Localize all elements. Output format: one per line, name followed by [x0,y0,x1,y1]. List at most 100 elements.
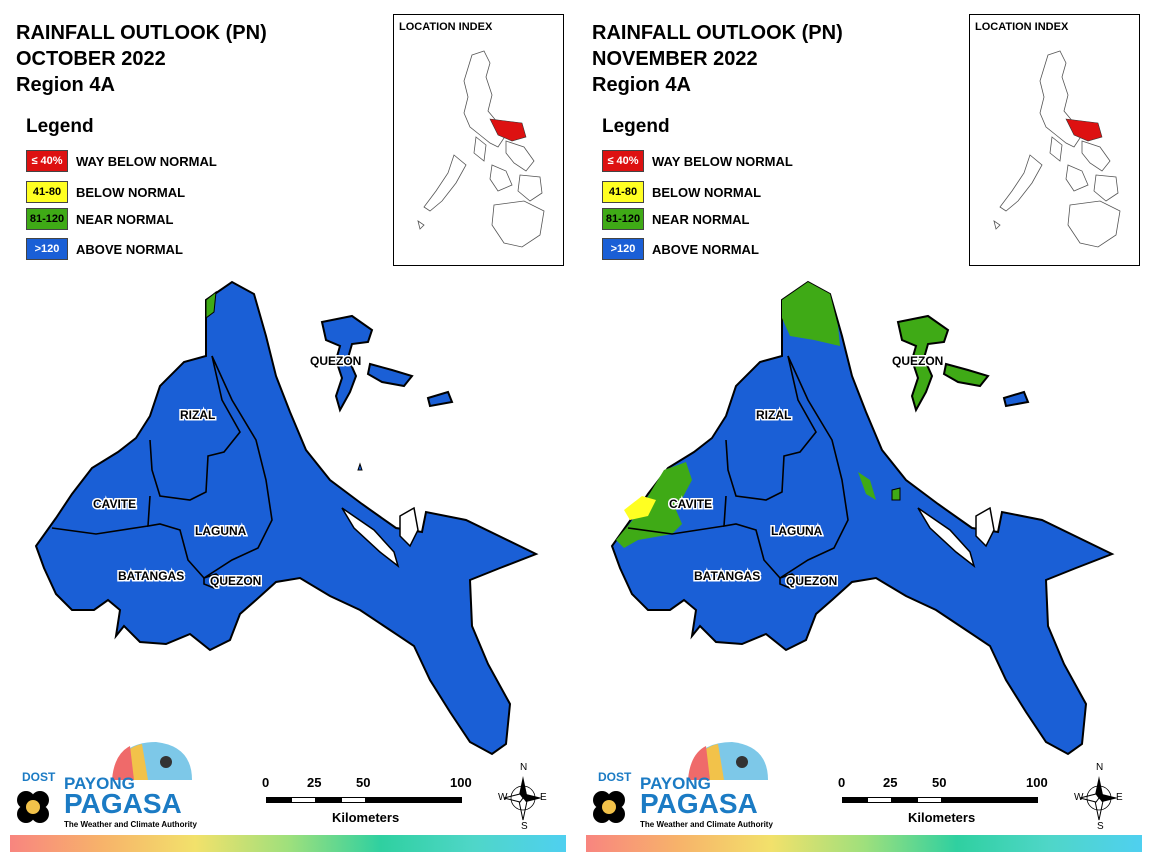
philippines-outline [417,50,545,248]
place-label-quezon: QUEZON [310,354,361,368]
near-normal-north [782,282,840,346]
umbrella-icon [593,742,768,823]
inlet [399,506,419,548]
legend-label: NEAR NORMAL [76,212,174,227]
place-label-cavite: CAVITE [669,497,712,511]
compass-e: E [540,792,547,803]
islet [942,362,990,388]
scale-segment [867,797,892,803]
compass-rose-icon: N S W E [1074,762,1124,832]
scale-tick: 100 [450,775,472,790]
compass-s: S [521,821,528,832]
scale-bar: 0 25 50 100 Kilometers [262,775,472,825]
logo-pagasa: PAGASA [640,788,758,819]
logo-pagasa: PAGASA [64,788,182,819]
scale-segment [942,797,1038,803]
place-label-batangas: BATANGAS [694,569,760,583]
logo-tagline: The Weather and Climate Authority [640,820,773,829]
islet [426,390,454,408]
compass-s: S [1097,821,1104,832]
cavite-boundary [627,525,725,535]
taal-lake [779,573,804,589]
region-4a-map: QUEZON RIZAL CAVITE LAGUNA BATANGAS QUEZ… [610,280,1115,756]
mainland-region [610,280,1115,756]
logo-dost: DOST [598,770,632,784]
place-label-rizal: RIZAL [756,408,791,422]
region-highlight [489,118,527,142]
compass-n: N [520,762,528,773]
title-line-3: Region 4A [592,74,691,96]
logo-payong: PAYONG [640,774,711,793]
compass-e: E [1116,792,1123,803]
scale-segment [842,797,867,803]
scale-segment [341,797,366,803]
inlet [341,507,400,569]
scale-tick: 25 [307,775,322,790]
rizal-boundary [725,355,817,501]
compass-rose-icon: N S W E [498,762,548,832]
color-strip [10,835,566,852]
legend-label: ABOVE NORMAL [76,242,183,257]
quezon-island [896,314,950,413]
pagasa-logo: DOST PAYONG PAGASA The Weather and Clima… [16,740,197,832]
mainland-region [34,280,539,756]
scale-segment [892,797,917,803]
region-highlight [1065,118,1103,142]
legend-title: Legend [602,116,670,137]
logo-tagline: The Weather and Climate Authority [64,820,197,829]
scale-unit: Kilometers [908,810,976,825]
panel-october: RAINFALL OUTLOOK (PN) OCTOBER 2022 Regio… [10,14,566,852]
scale-tick: 100 [1026,775,1048,790]
scale-tick: 0 [262,775,270,790]
legend-title: Legend [26,116,94,137]
place-label-batangas: BATANGAS [118,569,184,583]
place-label-quezon-south: QUEZON [786,574,837,588]
scale-unit: Kilometers [332,810,400,825]
place-label-quezon: QUEZON [892,354,943,368]
location-index-inset: LOCATION INDEX [393,14,564,266]
inlet [917,507,976,569]
title-line-1: RAINFALL OUTLOOK (PN) [16,22,267,44]
near-normal-islet [891,487,901,501]
title-line-2: NOVEMBER 2022 [592,48,758,70]
laguna-boundary [147,355,273,580]
cavite-boundary [51,525,149,535]
inlet [975,506,995,548]
scale-segment [316,797,341,803]
quezon-island [320,314,374,413]
legend-label: BELOW NORMAL [76,185,186,200]
legend-swatch: >120 [602,238,644,260]
title-line-2: OCTOBER 2022 [16,48,166,70]
logo-payong: PAYONG [64,774,135,793]
islet [357,462,363,471]
legend-swatch: >120 [26,238,68,260]
islet [1002,390,1030,408]
taal-lake [203,573,228,589]
scale-segment [366,797,462,803]
compass-n: N [1096,762,1104,773]
legend-swatch: 81-120 [26,208,68,230]
color-strip [586,835,1142,852]
location-index-inset: LOCATION INDEX [969,14,1140,266]
compass-w: W [498,792,508,803]
legend-label: NEAR NORMAL [652,212,750,227]
place-label-cavite: CAVITE [93,497,136,511]
place-label-rizal: RIZAL [180,408,215,422]
scale-segment [266,797,291,803]
islet [366,362,414,388]
map-title: RAINFALL OUTLOOK (PN) OCTOBER 2022 Regio… [16,20,267,98]
near-normal-cavite [616,462,692,548]
scale-bar: 0 25 50 100 Kilometers [838,775,1048,825]
scale-tick: 50 [356,775,371,790]
near-normal-east [858,472,876,500]
scale-tick: 25 [883,775,898,790]
legend-swatch: ≤ 40% [602,150,644,172]
scale-segment [291,797,316,803]
scale-tick: 50 [932,775,947,790]
legend-swatch: 41-80 [26,181,68,203]
place-label-laguna: LAGUNA [195,524,247,538]
near-normal-patch [205,290,217,319]
title-line-3: Region 4A [16,74,115,96]
compass-w: W [1074,792,1084,803]
scale-segment [917,797,942,803]
